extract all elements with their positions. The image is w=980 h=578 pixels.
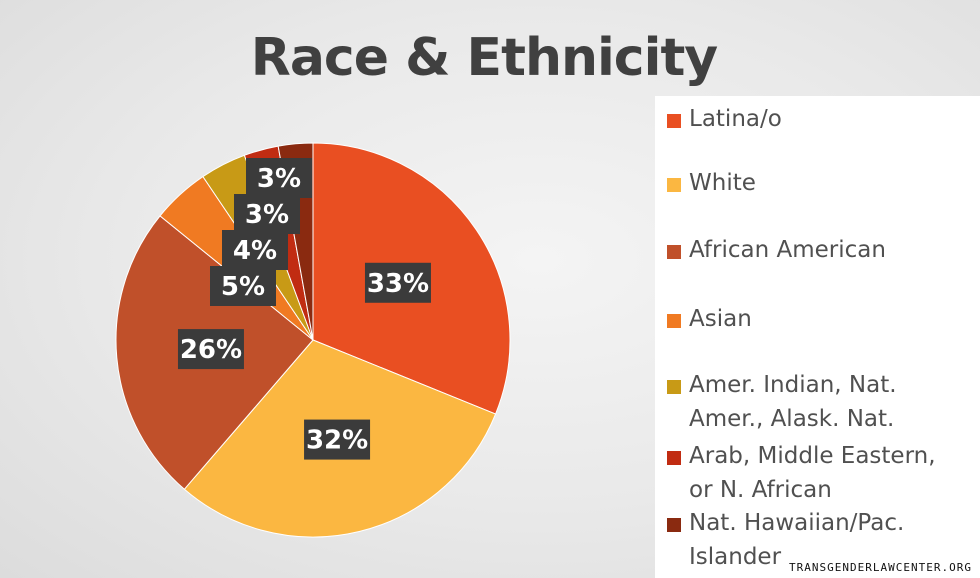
legend-swatch (667, 518, 681, 532)
legend-label: Arab, Middle Eastern, or N. African (689, 443, 936, 503)
legend-label: African American (689, 237, 886, 263)
data-label-box (222, 230, 288, 270)
data-label-box (177, 329, 244, 370)
legend-swatch (667, 451, 681, 465)
legend-label: Latina/o (689, 106, 782, 132)
data-label: 3% (257, 164, 301, 194)
data-label-box (364, 262, 431, 303)
legend-swatch (667, 178, 681, 192)
data-label: 26% (180, 335, 242, 365)
legend: Latina/o White African American Asian Am… (655, 96, 980, 578)
data-label: 33% (367, 269, 429, 299)
data-label: 3% (245, 200, 289, 230)
chart-title: Race & Ethnicity (250, 28, 718, 88)
data-label-box (210, 266, 276, 306)
legend-label: Nat. Hawaiian/Pac. Islander (689, 510, 905, 570)
legend-swatch (667, 114, 681, 128)
legend-label: Amer. Indian, Nat. Amer., Alask. Nat. (689, 372, 897, 432)
data-label: 5% (221, 272, 265, 302)
data-label: 32% (306, 426, 368, 456)
data-label-box (234, 194, 300, 234)
legend-label: Asian (689, 306, 752, 332)
data-label-box (246, 158, 312, 198)
data-label-box (304, 419, 371, 460)
data-label: 4% (233, 236, 277, 266)
legend-swatch (667, 245, 681, 259)
legend-label: White (689, 170, 756, 196)
legend-swatch (667, 314, 681, 328)
legend-swatch (667, 380, 681, 394)
watermark: TRANSGENDERLAWCENTER.ORG (789, 561, 972, 574)
pie-chart: 33% 32% 26% 5% 4% 3% 3% (115, 142, 511, 538)
